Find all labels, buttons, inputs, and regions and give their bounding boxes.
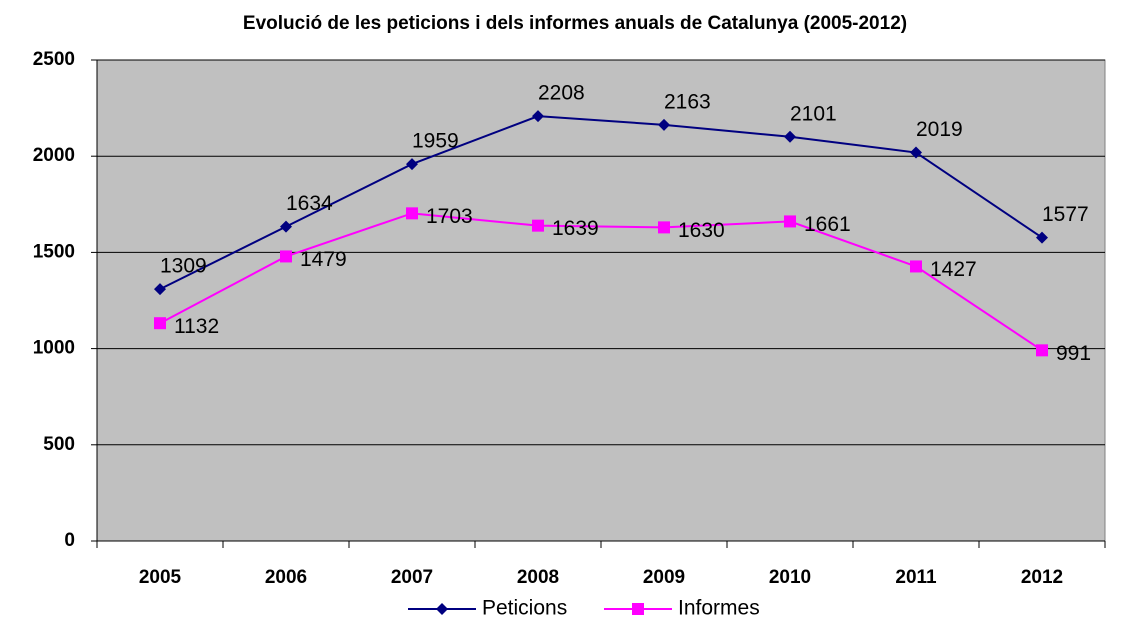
marker xyxy=(280,250,292,263)
data-label: 1959 xyxy=(412,130,459,153)
marker xyxy=(658,221,670,234)
plot-background xyxy=(96,59,1106,542)
chart-title: Evolució de les peticions i dels informe… xyxy=(243,13,907,34)
marker xyxy=(1036,231,1048,244)
data-label: 1479 xyxy=(300,248,347,271)
data-label: 2101 xyxy=(790,102,837,125)
y-tick-label: 2000 xyxy=(33,145,75,166)
data-label: 1703 xyxy=(426,205,473,228)
y-tick-label: 1000 xyxy=(33,338,75,359)
marker xyxy=(784,215,796,228)
data-label: 1577 xyxy=(1042,203,1089,226)
x-tick-label: 2009 xyxy=(643,567,685,588)
marker xyxy=(532,110,544,123)
y-tick-label: 0 xyxy=(64,530,75,551)
x-tick-label: 2005 xyxy=(139,567,182,588)
legend-label: Peticions xyxy=(482,597,567,620)
x-tick-label: 2008 xyxy=(517,567,559,588)
data-label: 1639 xyxy=(552,217,599,240)
data-label: 2208 xyxy=(538,82,585,105)
marker xyxy=(1036,344,1048,357)
marker xyxy=(910,146,922,159)
series-line xyxy=(159,212,1043,352)
marker xyxy=(280,220,292,233)
marker xyxy=(910,260,922,273)
data-label: 2163 xyxy=(664,90,711,113)
marker xyxy=(406,207,418,220)
marker xyxy=(658,118,670,131)
data-label: 1630 xyxy=(678,219,725,242)
marker xyxy=(154,317,166,330)
data-label: 1309 xyxy=(160,255,207,278)
y-tick-label: 2500 xyxy=(33,49,75,70)
data-label: 1427 xyxy=(930,258,977,281)
data-label: 991 xyxy=(1056,342,1091,365)
x-tick-label: 2011 xyxy=(895,567,937,588)
x-tick-label: 2012 xyxy=(1021,567,1063,588)
legend-marker xyxy=(436,603,448,615)
data-label: 1661 xyxy=(804,213,851,236)
legend-label: Informes xyxy=(678,597,760,620)
marker xyxy=(532,219,544,232)
marker xyxy=(406,158,418,171)
data-label: 1132 xyxy=(174,315,219,338)
marker xyxy=(784,130,796,143)
x-tick-label: 2007 xyxy=(391,567,433,588)
x-tick-label: 2006 xyxy=(265,567,307,588)
series-line xyxy=(159,115,1043,291)
data-label: 1634 xyxy=(286,192,333,215)
x-tick-label: 2010 xyxy=(769,567,811,588)
marker xyxy=(154,283,166,296)
data-label: 2019 xyxy=(916,118,963,141)
y-tick-label: 1500 xyxy=(33,241,75,262)
y-tick-label: 500 xyxy=(43,434,75,455)
legend-marker xyxy=(632,603,644,615)
